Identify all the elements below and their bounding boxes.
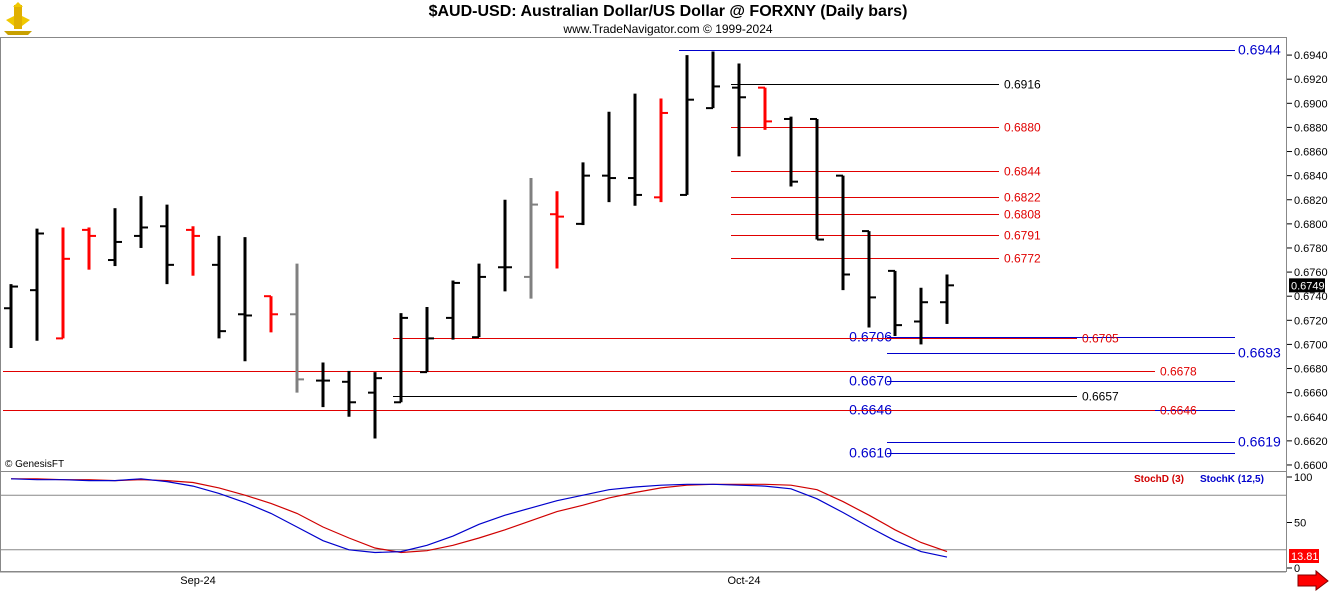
- price-tick-label: 0.6720: [1294, 315, 1328, 327]
- stoch-k-legend: StochK (12,5): [1200, 474, 1264, 485]
- price-tick-label: 0.6780: [1294, 243, 1328, 255]
- level-label: 0.6693: [1238, 345, 1281, 361]
- level-label: 0.6610: [849, 445, 892, 461]
- stoch-series-line: [10, 478, 948, 558]
- price-tick-label: 0.6820: [1294, 195, 1328, 207]
- stoch-d-legend: StochD (3): [1134, 474, 1184, 485]
- date-axis: Sep-24 Oct-24: [180, 575, 760, 587]
- level-lines: 0.6944 0.6916 0.6880 0.6844 0.6822 0.6808 0.67…: [3, 42, 1281, 461]
- price-tick-label: 0.6900: [1294, 98, 1328, 110]
- price-tick-label: 0.6680: [1294, 364, 1328, 376]
- stoch-last-tag: 13.81: [1291, 551, 1319, 563]
- level-label: 0.6808: [1004, 208, 1041, 222]
- stoch-tick-label: 50: [1294, 518, 1306, 530]
- stoch-tick-label: 0: [1294, 563, 1300, 575]
- genesis-trader-icon: [0, 0, 36, 36]
- price-tick-label: 0.6660: [1294, 388, 1328, 400]
- price-tick-label: 0.6760: [1294, 267, 1328, 279]
- stoch-last-tag-bg: [1289, 549, 1319, 563]
- price-tick-label: 0.6700: [1294, 339, 1328, 351]
- price-tick-label: 0.6600: [1294, 460, 1328, 472]
- level-label: 0.6916: [1004, 78, 1041, 92]
- level-label: 0.6706: [849, 329, 892, 345]
- level-label: 0.6844: [1004, 165, 1041, 179]
- stoch-series-line: [11, 478, 948, 554]
- level-label: 0.6772: [1004, 252, 1041, 266]
- level-label: 0.6822: [1004, 191, 1041, 205]
- level-label: 0.6657: [1082, 390, 1119, 404]
- price-axis: 0.6940 0.6920 0.6900 0.6880 0.6860 0.6840 0.68…: [1287, 50, 1328, 472]
- price-tick-label: 0.6740: [1294, 291, 1328, 303]
- price-tick-label: 0.6620: [1294, 436, 1328, 448]
- chart-subtitle: www.TradeNavigator.com © 1999-2024: [563, 22, 773, 36]
- chart-frames: [0, 37, 1287, 573]
- price-tick-label: 0.6940: [1294, 50, 1328, 62]
- level-label: 0.6646: [1160, 404, 1197, 418]
- stoch-tick-label: 100: [1294, 472, 1312, 484]
- level-label: 0.6705: [1082, 332, 1119, 346]
- last-price-tag-bg: [1289, 278, 1325, 293]
- price-tick-label: 0.6800: [1294, 219, 1328, 231]
- price-bars: [4, 51, 954, 439]
- price-tick-label: 0.6880: [1294, 122, 1328, 134]
- level-label: 0.6791: [1004, 229, 1041, 243]
- chart-title: $AUD-USD: Australian Dollar/US Dollar @ …: [428, 3, 908, 20]
- level-label: 0.6646: [849, 402, 892, 418]
- copyright-label: © GenesisFT: [5, 459, 64, 470]
- date-tick-label: Sep-24: [180, 575, 215, 587]
- last-price-tag: 0.6749: [1291, 280, 1325, 292]
- right-arrow-icon[interactable]: [1297, 569, 1329, 591]
- price-tick-label: 0.6860: [1294, 147, 1328, 159]
- price-tick-label: 0.6840: [1294, 171, 1328, 183]
- level-label: 0.6670: [849, 373, 892, 389]
- level-label: 0.6678: [1160, 365, 1197, 379]
- level-label: 0.6880: [1004, 121, 1041, 135]
- price-tick-label: 0.6640: [1294, 412, 1328, 424]
- date-tick-label: Oct-24: [727, 575, 760, 587]
- stochastic-panel: 100 50 0 StochD (3) StochK (12,5) 13.81: [0, 472, 1319, 575]
- level-label: 0.6944: [1238, 42, 1281, 58]
- price-tick-label: 0.6920: [1294, 74, 1328, 86]
- level-label: 0.6619: [1238, 434, 1281, 450]
